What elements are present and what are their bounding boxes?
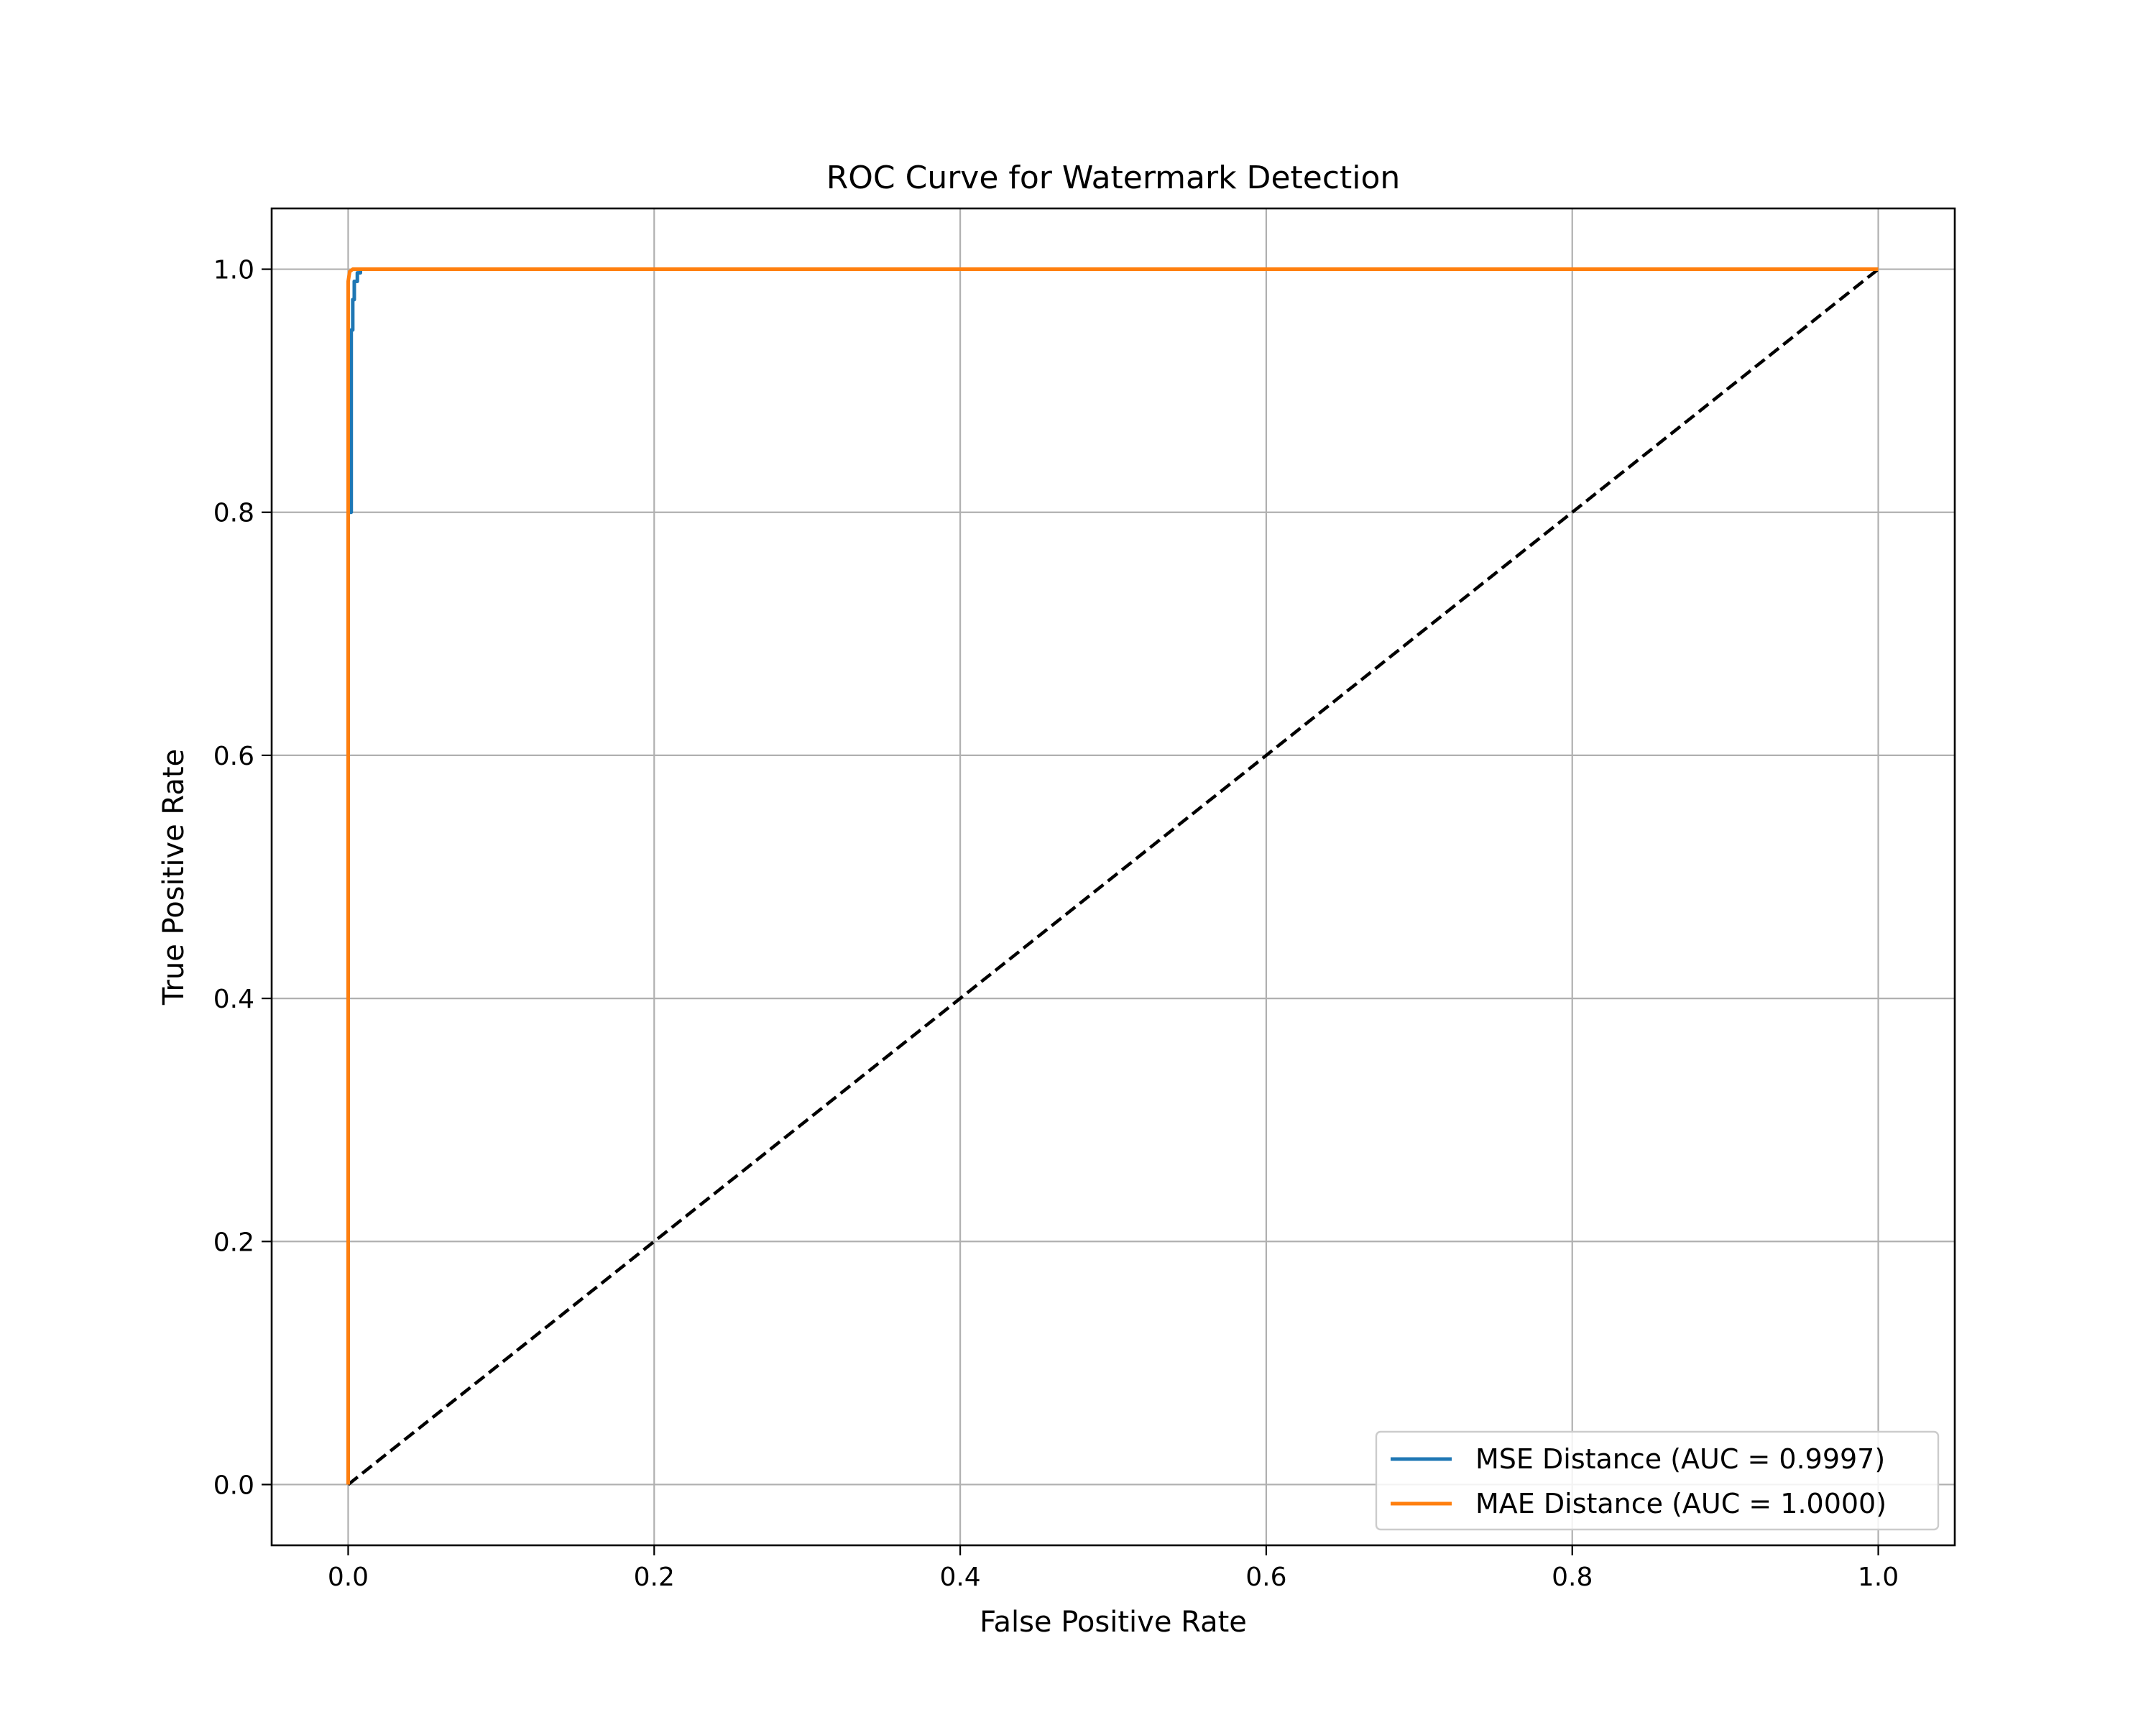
y-tick-label: 0.4 xyxy=(213,985,254,1014)
x-tick-label: 0.2 xyxy=(634,1563,675,1592)
x-axis-label: False Positive Rate xyxy=(980,1606,1247,1639)
legend-box xyxy=(1375,1430,1940,1531)
y-tick-label: 0.0 xyxy=(213,1471,254,1500)
x-axis: 0.0 0.2 0.4 0.6 0.8 1.0 xyxy=(328,1545,1899,1592)
x-tick-label: 0.8 xyxy=(1552,1563,1593,1592)
legend: MSE Distance (AUC = 0.9997) MAE Distance … xyxy=(1375,1430,1940,1531)
chart-title: ROC Curve for Watermark Detection xyxy=(826,160,1401,196)
y-tick-label: 0.2 xyxy=(213,1228,254,1257)
legend-entry-label: MSE Distance (AUC = 0.9997) xyxy=(1475,1443,1885,1475)
series-line-mae xyxy=(346,267,1879,1485)
series-lines xyxy=(346,267,1879,1485)
reference-diagonal-line xyxy=(347,267,1879,1486)
y-tick-label: 1.0 xyxy=(213,256,254,285)
y-tick-label: 0.8 xyxy=(213,499,254,528)
legend-entry-label: MAE Distance (AUC = 1.0000) xyxy=(1475,1488,1886,1519)
x-tick-label: 0.6 xyxy=(1245,1563,1286,1592)
reference-diagonal-group xyxy=(347,267,1879,1486)
y-axis: 0.0 0.2 0.4 0.6 0.8 1.0 xyxy=(213,256,272,1500)
x-tick-label: 0.4 xyxy=(939,1563,980,1592)
y-tick-label: 0.6 xyxy=(213,742,254,771)
x-tick-label: 0.0 xyxy=(328,1563,369,1592)
plot-frame xyxy=(270,207,1956,1547)
y-axis-label: True Positive Rate xyxy=(157,749,190,1006)
x-tick-label: 1.0 xyxy=(1858,1563,1899,1592)
